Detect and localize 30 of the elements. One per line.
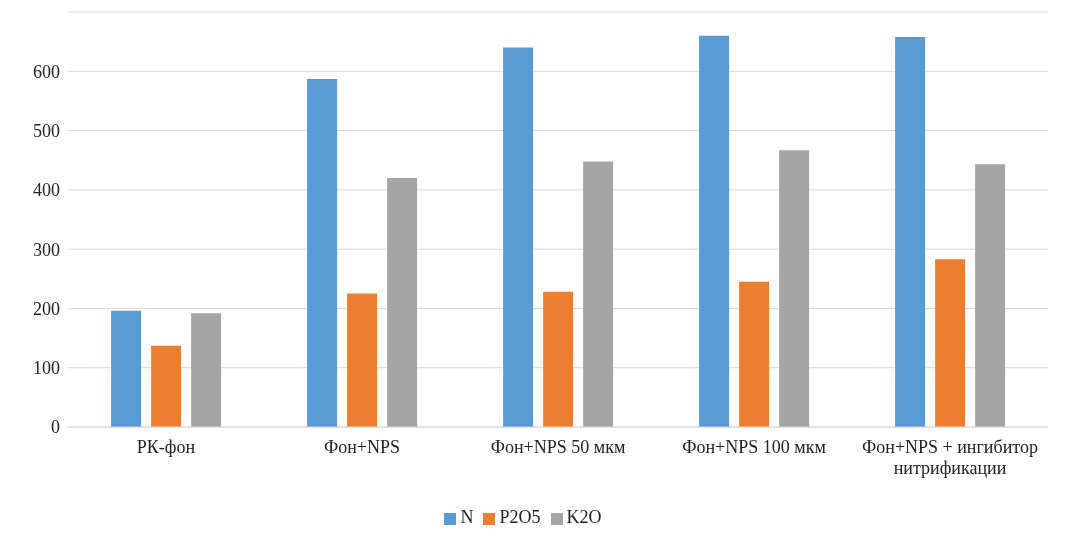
bar (387, 178, 418, 427)
bar (503, 47, 534, 427)
bar (975, 164, 1006, 427)
x-tick-label: РК-фон (136, 437, 196, 457)
y-tick-label: 400 (33, 180, 60, 201)
bar (739, 281, 770, 427)
y-tick-label: 0 (51, 417, 60, 438)
bar (111, 310, 142, 427)
y-tick-label: 100 (33, 358, 60, 379)
legend-label: K2O (566, 507, 602, 527)
bar (895, 36, 926, 427)
y-tick-label: 200 (33, 298, 60, 319)
legend-label: N (460, 507, 474, 527)
bar (307, 78, 338, 427)
bar (191, 313, 222, 427)
bar (151, 345, 182, 427)
legend-label: P2O5 (499, 507, 541, 527)
bar (347, 293, 378, 427)
bar (779, 150, 810, 427)
bar (935, 259, 966, 427)
bar (699, 35, 730, 427)
x-tick-label: Фон+NPS 50 мкм (490, 437, 626, 457)
y-tick-label: 300 (33, 239, 60, 260)
x-tick-label: Фон+NPS 100 мкм (682, 437, 826, 457)
bar (583, 161, 614, 427)
y-tick-label: 600 (33, 61, 60, 82)
bar (543, 291, 574, 427)
x-tick-label: Фон+NPS (323, 437, 401, 457)
x-tick-label: Фон+NPS + ингибитор нитрификации (862, 437, 1038, 478)
y-tick-label: 500 (33, 120, 60, 141)
